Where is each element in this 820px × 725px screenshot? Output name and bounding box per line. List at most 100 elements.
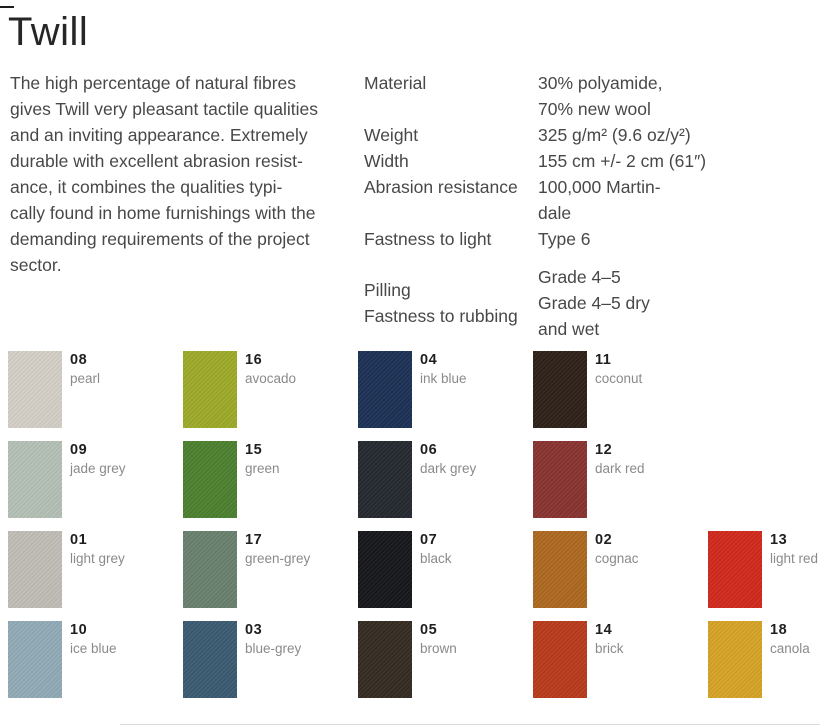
swatch-name: black	[420, 551, 452, 566]
swatch-item-light-red: 13 light red	[708, 531, 820, 608]
fabric-swatch	[533, 441, 587, 518]
corner-tick	[0, 6, 14, 8]
swatch-info: 01 light grey	[70, 531, 125, 567]
swatch-code: 16	[245, 352, 263, 368]
swatch-code: 03	[245, 622, 263, 638]
swatch-item-green: 15 green	[183, 441, 358, 518]
spec-table: Material 30% polyamide, 70% new wool Weigh…	[364, 70, 814, 342]
spec-label: Weight	[364, 125, 419, 145]
spec-label: Width	[364, 151, 409, 171]
swatch-info: 14 brick	[595, 621, 624, 657]
swatch-name: pearl	[70, 371, 101, 386]
swatch-name: ink blue	[420, 371, 467, 386]
fabric-swatch	[358, 351, 412, 428]
swatch-item-brick: 14 brick	[533, 621, 708, 698]
swatch-info: 08 pearl	[70, 351, 100, 387]
swatch-item-green-grey: 17 green-grey	[183, 531, 358, 608]
swatch-item-ice-blue: 10 ice blue	[8, 621, 183, 698]
swatch-info: 03 blue-grey	[245, 621, 301, 657]
fabric-swatch	[358, 531, 412, 608]
swatch-info: 10 ice blue	[70, 621, 117, 657]
fabric-swatch	[8, 441, 62, 518]
swatch-info: 16 avocado	[245, 351, 296, 387]
swatch-item-cognac: 02 cognac	[533, 531, 708, 608]
spec-label: Pilling Fastness to rubbing	[364, 280, 518, 326]
fabric-swatch	[533, 621, 587, 698]
swatch-info: 17 green-grey	[245, 531, 310, 567]
swatch-info: 06 dark grey	[420, 441, 476, 477]
swatch-code: 06	[420, 442, 438, 458]
swatch-row: 01 light grey 17 green-grey 07 black 02 cognac 1…	[8, 531, 820, 608]
swatch-name: light red	[770, 551, 819, 566]
swatch-row: 09 jade grey 15 green 06 dark grey 12 dark red	[8, 441, 820, 518]
swatch-row: 08 pearl 16 avocado 04 ink blue 11 coconut	[8, 351, 820, 428]
swatch-grid: 08 pearl 16 avocado 04 ink blue 11 coconut 09 jad…	[8, 351, 820, 698]
spec-row: Material 30% polyamide, 70% new wool	[364, 70, 814, 122]
fabric-swatch	[358, 441, 412, 518]
swatch-item-canola: 18 canola	[708, 621, 820, 698]
swatch-item-dark-red: 12 dark red	[533, 441, 708, 518]
spec-value: 30% polyamide, 70% new wool	[538, 73, 663, 119]
swatch-code: 04	[420, 352, 438, 368]
swatch-info: 12 dark red	[595, 441, 645, 477]
spec-value: 100,000 Martin- dale	[538, 177, 661, 223]
swatch-name: blue-grey	[245, 641, 302, 656]
spec-row: Fastness to light Type 6	[364, 226, 814, 252]
swatch-item-dark-grey: 06 dark grey	[358, 441, 533, 518]
swatch-code: 11	[595, 352, 612, 368]
swatch-name: light grey	[70, 551, 125, 566]
swatch-item-jade-grey: 09 jade grey	[8, 441, 183, 518]
swatch-item-blue-grey: 03 blue-grey	[183, 621, 358, 698]
swatch-info: 05 brown	[420, 621, 457, 657]
swatch-info: 09 jade grey	[70, 441, 126, 477]
swatch-info: 02 cognac	[595, 531, 639, 567]
swatch-name: green	[245, 461, 280, 476]
swatch-info: 11 coconut	[595, 351, 642, 387]
spec-value: 155 cm +/- 2 cm (61″)	[538, 151, 707, 171]
swatch-code: 08	[70, 352, 88, 368]
swatch-info: 07 black	[420, 531, 452, 567]
fabric-swatch	[183, 621, 237, 698]
swatch-code: 12	[595, 442, 613, 458]
page-title: Twill	[8, 10, 89, 54]
swatch-name: cognac	[595, 551, 639, 566]
swatch-info: 15 green	[245, 441, 280, 477]
spec-label: Material	[364, 73, 427, 93]
swatch-item-pearl: 08 pearl	[8, 351, 183, 428]
swatch-code: 13	[770, 532, 788, 548]
swatch-code: 17	[245, 532, 263, 548]
fabric-swatch	[8, 621, 62, 698]
swatch-item-ink-blue: 04 ink blue	[358, 351, 533, 428]
fabric-swatch	[8, 351, 62, 428]
spec-value: Grade 4–5 Grade 4–5 dry and wet	[538, 267, 650, 339]
swatch-code: 14	[595, 622, 613, 638]
swatch-item-avocado: 16 avocado	[183, 351, 358, 428]
swatch-code: 09	[70, 442, 88, 458]
swatch-item-light-grey: 01 light grey	[8, 531, 183, 608]
swatch-code: 05	[420, 622, 438, 638]
swatch-info: 18 canola	[770, 621, 810, 657]
fabric-swatch	[183, 531, 237, 608]
swatch-name: dark red	[595, 461, 645, 476]
fabric-swatch	[708, 531, 762, 608]
swatch-name: dark grey	[420, 461, 477, 476]
spec-row: Pilling Fastness to rubbing Grade 4–5 Gra…	[364, 264, 814, 342]
spec-row: Abrasion resistance 100,000 Martin- dale	[364, 174, 814, 226]
swatch-name: brick	[595, 641, 624, 656]
swatch-code: 15	[245, 442, 263, 458]
swatch-code: 07	[420, 532, 438, 548]
fabric-swatch	[533, 531, 587, 608]
swatch-name: canola	[770, 641, 810, 656]
swatch-name: brown	[420, 641, 457, 656]
swatch-item-coconut: 11 coconut	[533, 351, 708, 428]
swatch-name: jade grey	[70, 461, 126, 476]
swatch-info: 13 light red	[770, 531, 818, 567]
swatch-item-brown: 05 brown	[358, 621, 533, 698]
swatch-code: 18	[770, 622, 788, 638]
swatch-name: avocado	[245, 371, 297, 386]
fabric-swatch	[8, 531, 62, 608]
fabric-swatch	[183, 351, 237, 428]
swatch-name: coconut	[595, 371, 643, 386]
swatch-name: green-grey	[245, 551, 311, 566]
swatch-code: 01	[70, 532, 88, 548]
